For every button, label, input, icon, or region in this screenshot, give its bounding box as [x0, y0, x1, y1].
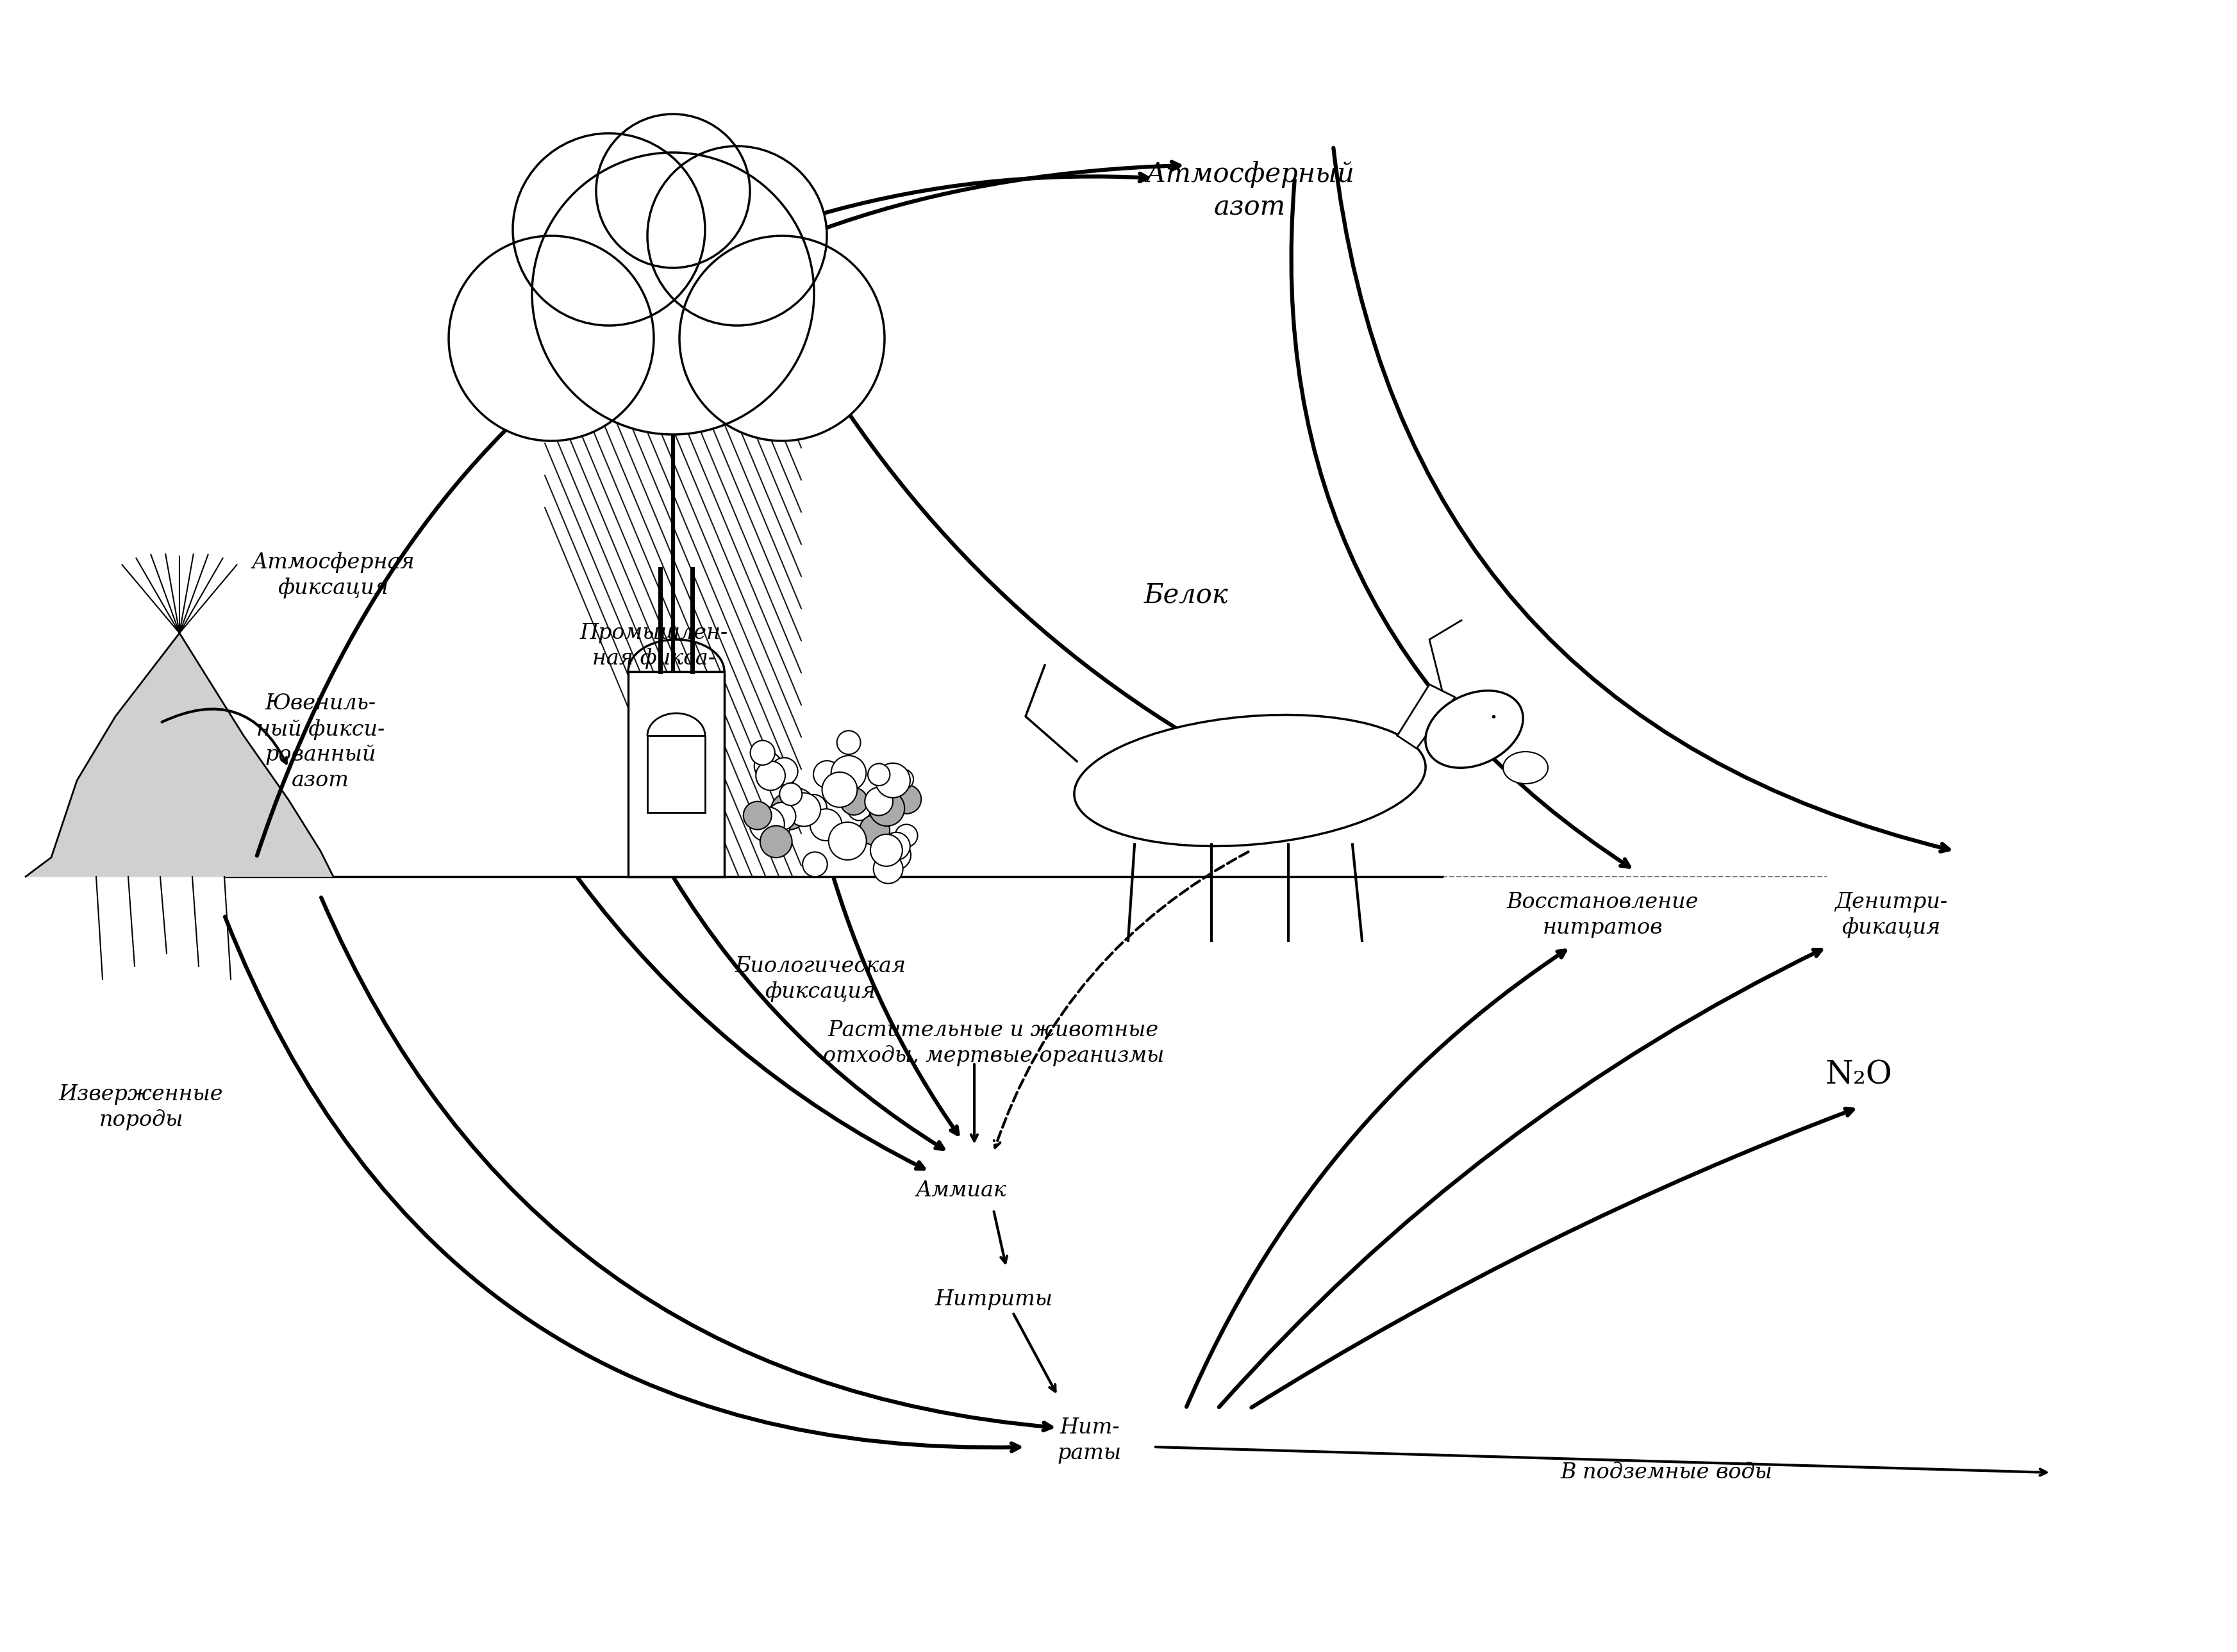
Circle shape — [512, 134, 705, 325]
Circle shape — [837, 730, 861, 755]
Circle shape — [814, 760, 841, 788]
Circle shape — [848, 798, 870, 821]
Circle shape — [895, 824, 917, 847]
Circle shape — [532, 152, 814, 434]
Circle shape — [781, 788, 814, 821]
Ellipse shape — [1425, 691, 1523, 768]
Circle shape — [881, 841, 910, 869]
Text: Изверженные
породы: Изверженные породы — [58, 1084, 224, 1130]
Text: Атмосферная
фиксация: Атмосферная фиксация — [253, 552, 414, 598]
Circle shape — [770, 758, 799, 785]
Circle shape — [868, 763, 890, 786]
Circle shape — [765, 813, 790, 839]
Circle shape — [828, 823, 866, 861]
Ellipse shape — [1074, 715, 1425, 846]
Circle shape — [767, 803, 796, 831]
Text: Атмосферный
азот: Атмосферный азот — [1145, 160, 1353, 221]
Bar — [646, 735, 705, 813]
Circle shape — [893, 785, 922, 814]
Circle shape — [870, 834, 902, 866]
Text: В подземные воды: В подземные воды — [1561, 1462, 1772, 1483]
Text: Биологическая
фиксация: Биологическая фиксация — [736, 957, 906, 1003]
Circle shape — [756, 762, 785, 790]
Circle shape — [749, 806, 785, 841]
Text: Аммиак: Аммиак — [915, 1181, 1007, 1201]
Circle shape — [875, 763, 910, 798]
Circle shape — [595, 114, 749, 268]
Circle shape — [801, 795, 828, 821]
Circle shape — [743, 801, 772, 829]
Circle shape — [680, 236, 884, 441]
Bar — [629, 672, 725, 877]
Circle shape — [859, 814, 890, 846]
Circle shape — [872, 854, 904, 884]
Circle shape — [770, 793, 808, 829]
Circle shape — [881, 833, 910, 861]
Text: N₂O: N₂O — [1825, 1059, 1893, 1090]
Circle shape — [761, 826, 792, 857]
Text: Белок: Белок — [1143, 582, 1228, 608]
Text: Растительные и животные
отходы, мертвые организмы: Растительные и животные отходы, мертвые … — [823, 1019, 1163, 1067]
Text: Денитри-
фикация: Денитри- фикация — [1834, 892, 1948, 938]
Text: Ювениль-
ный фикси-
рованный
азот: Ювениль- ный фикси- рованный азот — [257, 694, 385, 791]
Circle shape — [832, 755, 866, 791]
Circle shape — [787, 793, 821, 826]
Circle shape — [821, 771, 857, 808]
Circle shape — [754, 752, 783, 780]
Polygon shape — [1398, 684, 1454, 748]
Circle shape — [893, 770, 913, 790]
Circle shape — [870, 791, 904, 826]
Circle shape — [810, 809, 841, 841]
Text: Нит-
раты: Нит- раты — [1058, 1417, 1121, 1464]
Ellipse shape — [1503, 752, 1548, 783]
Polygon shape — [25, 633, 333, 877]
Text: Промышлен-
ная фикса-
ция: Промышлен- ная фикса- ция — [579, 623, 727, 694]
Circle shape — [778, 783, 803, 806]
Circle shape — [646, 145, 828, 325]
Text: Нитриты: Нитриты — [935, 1289, 1051, 1310]
Circle shape — [841, 788, 868, 814]
Text: Восстановление
нитратов: Восстановление нитратов — [1506, 892, 1698, 938]
Circle shape — [450, 236, 653, 441]
Circle shape — [749, 740, 774, 765]
Circle shape — [866, 788, 893, 816]
Circle shape — [803, 852, 828, 877]
